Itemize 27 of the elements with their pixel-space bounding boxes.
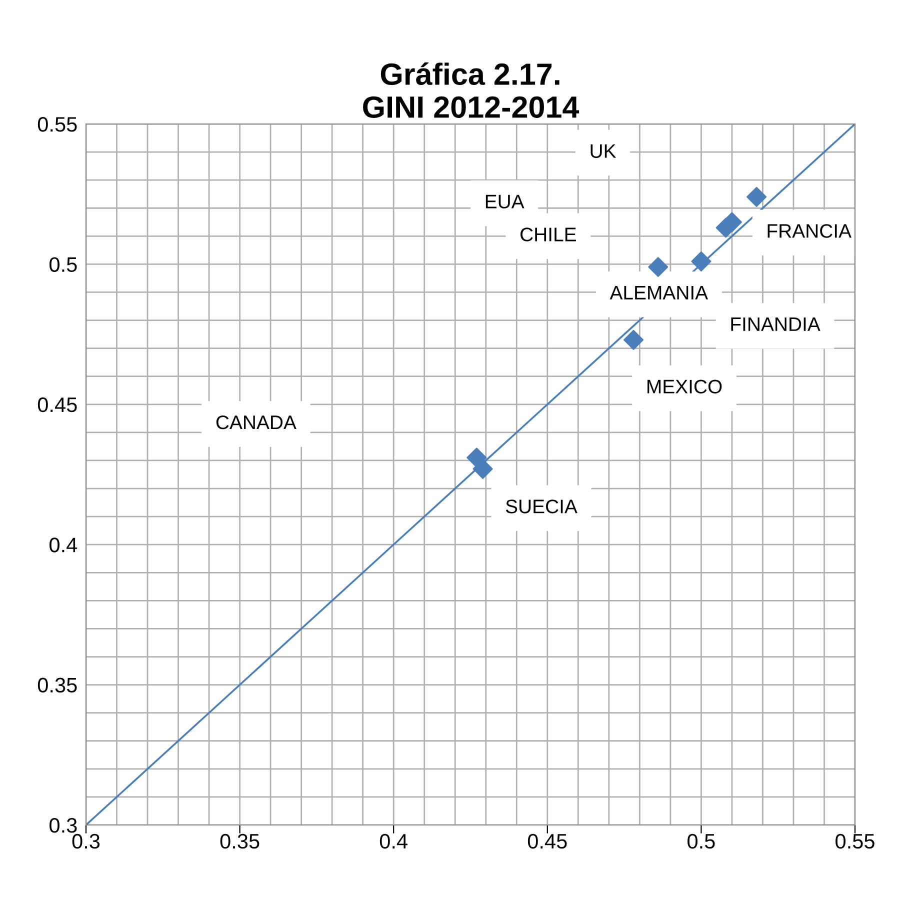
- annotation: FRANCIA: [768, 224, 852, 238]
- x-tick-label: 0.5: [688, 834, 715, 849]
- annotation: FINANDIA: [731, 318, 820, 331]
- point: [648, 256, 668, 278]
- y-tick-label: 0.35: [38, 678, 77, 693]
- point: [691, 251, 712, 272]
- annotation: UK: [590, 144, 616, 158]
- x-tick-label: 0.55: [836, 834, 874, 849]
- annotation: CANADA: [216, 415, 296, 430]
- annotation: CHILE: [520, 228, 576, 242]
- annotation: EUA: [486, 194, 524, 208]
- annotation: MEXICO: [648, 380, 722, 394]
- annotation: SUECIA: [506, 500, 578, 514]
- y-tick-label: 0.3: [50, 818, 77, 833]
- x-tick-label: 0.4: [380, 834, 408, 849]
- point: [624, 330, 644, 350]
- y-tick-label: 0.55: [38, 117, 77, 132]
- x-tick-label: 0.45: [528, 834, 567, 849]
- annotation: ALEMANIA: [610, 286, 708, 300]
- chart-title: Gráfica 2.17. GINI 2012-2014: [363, 62, 580, 118]
- x-tick-label: 0.35: [220, 834, 260, 849]
- point: [746, 186, 767, 207]
- y-tick-label: 0.4: [50, 538, 78, 552]
- y-tick-label: 0.5: [50, 257, 77, 272]
- x-tick-label: 0.3: [72, 834, 100, 849]
- point: [466, 448, 487, 468]
- y-tick-label: 0.45: [38, 397, 77, 412]
